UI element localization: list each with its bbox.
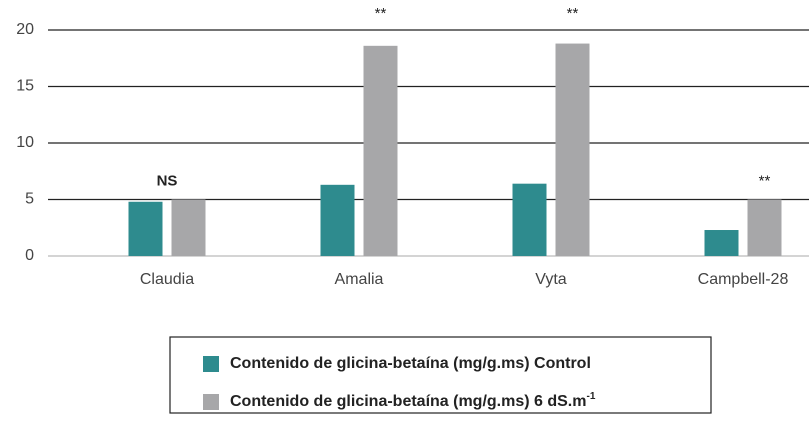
x-tick-label: Claudia bbox=[140, 271, 194, 288]
y-tick-label: 10 bbox=[16, 134, 34, 151]
y-tick-label: 5 bbox=[25, 191, 34, 208]
annotation: NS bbox=[157, 172, 178, 189]
bar bbox=[747, 199, 782, 256]
annotation: ** bbox=[375, 5, 387, 22]
bar bbox=[171, 199, 206, 256]
legend-swatch bbox=[203, 394, 219, 410]
bar bbox=[512, 183, 547, 256]
y-tick-label: 20 bbox=[16, 21, 34, 38]
annotation: ** bbox=[567, 5, 579, 22]
legend-box bbox=[169, 336, 712, 414]
bar bbox=[555, 43, 590, 257]
annotation: ** bbox=[759, 172, 771, 189]
x-tick-label: Vyta bbox=[535, 271, 567, 288]
legend-label: Contenido de glicina-betaína (mg/g.ms) 6… bbox=[230, 391, 596, 411]
x-tick-label: Campbell-28 bbox=[698, 271, 789, 288]
bar bbox=[363, 45, 398, 256]
y-tick-label: 15 bbox=[16, 78, 34, 95]
legend-superscript: -1 bbox=[586, 391, 595, 402]
x-tick-label: Amalia bbox=[335, 271, 384, 288]
legend-text: Contenido de glicina-betaína (mg/g.ms) C… bbox=[230, 355, 591, 372]
bar bbox=[704, 230, 739, 256]
bar bbox=[320, 184, 355, 256]
bar bbox=[128, 201, 163, 256]
legend-text: Contenido de glicina-betaína (mg/g.ms) 6… bbox=[230, 393, 586, 410]
y-tick-label: 0 bbox=[25, 247, 34, 264]
legend-label: Contenido de glicina-betaína (mg/g.ms) C… bbox=[230, 355, 591, 372]
legend-swatch bbox=[203, 356, 219, 372]
